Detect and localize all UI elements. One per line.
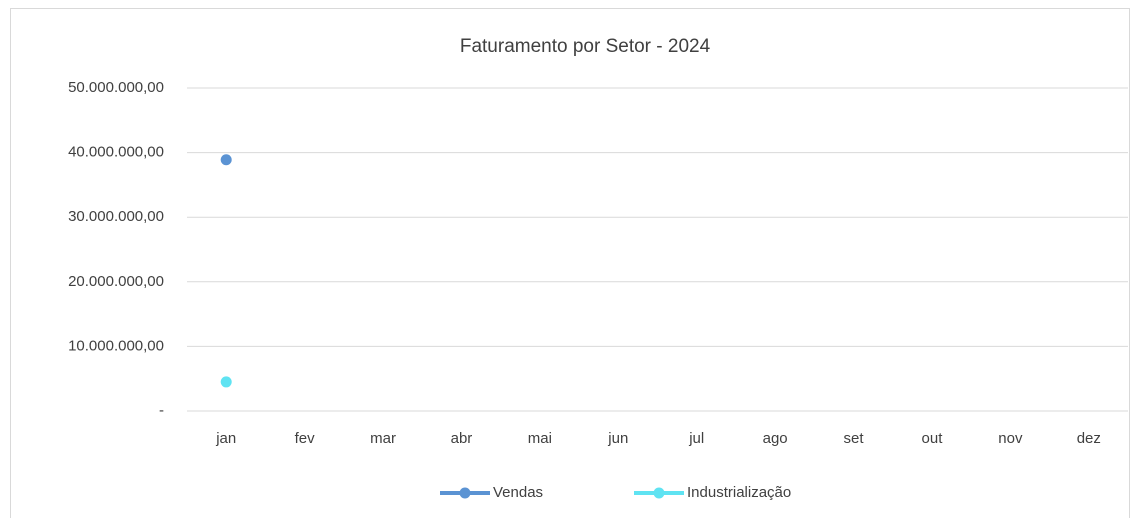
legend-marker [653,487,665,499]
x-tick-label: out [922,430,944,447]
chart-title: Faturamento por Setor - 2024 [460,36,711,57]
legend-label: Industrialização [687,484,791,501]
data-point [220,376,232,388]
y-tick-label: 10.000.000,00 [68,337,164,354]
x-tick-label: ago [763,430,788,447]
chart-border [10,8,1130,518]
x-tick-label: jun [607,430,628,447]
y-tick-label: 40.000.000,00 [68,144,164,161]
y-tick-label: 30.000.000,00 [68,208,164,225]
y-tick-label: - [159,402,164,419]
x-tick-label: nov [998,430,1023,447]
x-tick-label: fev [295,430,316,447]
x-tick-label: mai [528,430,552,447]
x-tick-label: set [844,430,865,447]
y-tick-label: 20.000.000,00 [68,273,164,290]
data-point [220,154,232,166]
x-tick-label: dez [1077,430,1101,447]
x-tick-label: abr [451,430,473,447]
x-tick-label: mar [370,430,396,447]
x-tick-label: jul [688,430,704,447]
x-tick-label: jan [215,430,236,447]
y-tick-label: 50.000.000,00 [68,79,164,96]
legend-marker [459,487,471,499]
legend-label: Vendas [493,484,543,501]
